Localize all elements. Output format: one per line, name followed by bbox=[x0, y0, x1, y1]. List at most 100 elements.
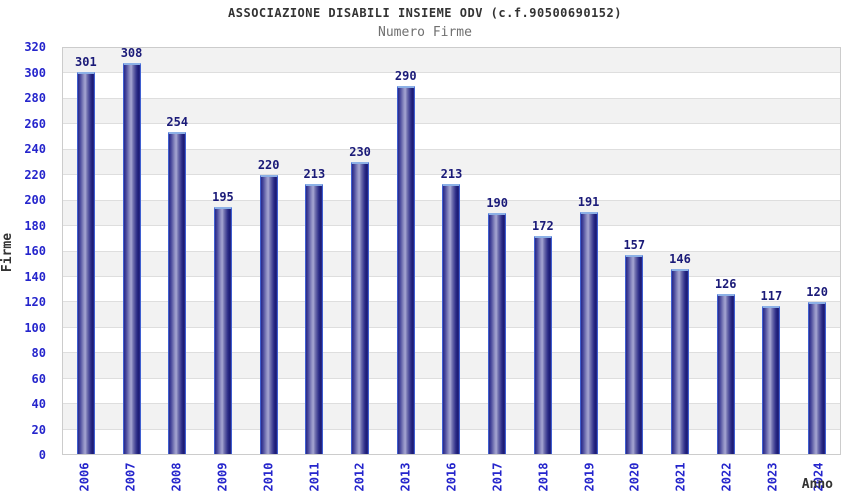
plot-band bbox=[63, 97, 840, 124]
bar-value-label: 308 bbox=[120, 46, 143, 61]
x-tick-label: 2023 bbox=[765, 462, 780, 492]
bar-2010 bbox=[259, 174, 278, 454]
bar-slot: 308 bbox=[109, 46, 155, 454]
bar-slot: 190 bbox=[474, 48, 520, 454]
x-tick-slot: 2008 bbox=[154, 457, 200, 497]
bar-slot: 290 bbox=[383, 48, 429, 454]
bar-2021 bbox=[670, 268, 689, 454]
bar-value-label: 157 bbox=[623, 237, 646, 252]
x-tick-label: 2006 bbox=[77, 462, 92, 492]
x-tick-slot: 2018 bbox=[520, 457, 566, 497]
x-tick-label: 2019 bbox=[582, 462, 597, 492]
x-tick-slot: 2012 bbox=[337, 457, 383, 497]
x-tick-slot: 2019 bbox=[566, 457, 612, 497]
bar-slot: 120 bbox=[794, 48, 840, 454]
chart-title: ASSOCIAZIONE DISABILI INSIEME ODV (c.f.9… bbox=[228, 6, 622, 20]
y-tick-label: 220 bbox=[24, 167, 46, 182]
x-tick-slot: 2020 bbox=[612, 457, 658, 497]
bar-value-label: 117 bbox=[760, 288, 783, 303]
y-tick-label: 20 bbox=[31, 422, 46, 437]
bar-2012 bbox=[351, 162, 370, 454]
y-tick-label: 320 bbox=[24, 40, 46, 54]
x-axis-title: Anno bbox=[801, 477, 833, 492]
y-axis-ticks: 320 300 280 260 240 220 200 180 160 140 120 100 80 60… bbox=[0, 40, 54, 462]
bar-2011 bbox=[305, 183, 324, 454]
x-tick-label: 2017 bbox=[490, 462, 505, 492]
x-tick-slot: 2007 bbox=[108, 457, 154, 497]
bar-slot: 157 bbox=[611, 48, 657, 454]
bar-value-label: 230 bbox=[349, 145, 371, 160]
y-tick-label: 260 bbox=[24, 116, 46, 131]
bar-value-label: 172 bbox=[532, 218, 554, 233]
y-tick-label: 80 bbox=[31, 346, 46, 360]
bar-slot: 301 bbox=[63, 48, 109, 454]
bar-2019 bbox=[579, 211, 598, 454]
x-tick-label: 2020 bbox=[627, 462, 642, 492]
y-tick-label: 200 bbox=[24, 193, 46, 207]
bar-value-label: 126 bbox=[714, 277, 737, 292]
bar-value-label: 190 bbox=[486, 195, 509, 210]
bar-value-label: 290 bbox=[394, 69, 417, 84]
bar-slot: 126 bbox=[703, 48, 749, 454]
bar-value-label: 120 bbox=[806, 284, 828, 299]
plot-band bbox=[63, 148, 840, 175]
bar-2023 bbox=[762, 305, 781, 454]
bar-slot: 117 bbox=[749, 48, 795, 454]
x-tick-label: 2008 bbox=[169, 462, 184, 492]
bar-2022 bbox=[716, 294, 735, 454]
y-tick-label: 160 bbox=[24, 244, 46, 258]
y-tick-label: 300 bbox=[24, 65, 46, 80]
bar-2024 bbox=[808, 301, 827, 454]
x-tick-slot: 2017 bbox=[474, 457, 520, 497]
bar-value-label: 220 bbox=[257, 157, 280, 172]
x-tick-label: 2011 bbox=[307, 462, 322, 492]
y-tick-label: 180 bbox=[24, 218, 46, 233]
bar-value-label: 254 bbox=[166, 114, 189, 129]
bar-slot: 213 bbox=[429, 48, 475, 454]
bar-2020 bbox=[625, 254, 644, 454]
y-tick-label: 100 bbox=[24, 320, 46, 335]
bar-slot: 254 bbox=[154, 48, 200, 454]
bar-2013 bbox=[396, 86, 415, 454]
bar-slot: 191 bbox=[566, 48, 612, 454]
x-tick-label: 2009 bbox=[215, 462, 230, 492]
x-tick-label: 2016 bbox=[444, 462, 459, 492]
x-tick-slot: 2011 bbox=[291, 457, 337, 497]
x-tick-slot: 2022 bbox=[704, 457, 750, 497]
y-tick-label: 280 bbox=[24, 91, 46, 105]
bar-value-label: 146 bbox=[669, 251, 691, 266]
x-tick-slot: 2009 bbox=[199, 457, 245, 497]
bar-value-label: 301 bbox=[75, 55, 97, 70]
bar-slot: 172 bbox=[520, 48, 566, 454]
bar-2018 bbox=[533, 235, 552, 454]
plot-band bbox=[63, 72, 840, 98]
bar-slot: 146 bbox=[657, 48, 703, 454]
x-tick-label: 2012 bbox=[352, 462, 367, 492]
bar-2007 bbox=[122, 63, 141, 454]
bar-2006 bbox=[76, 72, 95, 454]
x-tick-label: 2018 bbox=[536, 462, 551, 492]
bar-value-label: 213 bbox=[440, 166, 463, 181]
y-tick-label: 140 bbox=[24, 269, 46, 284]
y-tick-label: 60 bbox=[31, 371, 46, 386]
bar-slot: 220 bbox=[246, 48, 292, 454]
plot-band bbox=[63, 123, 840, 149]
bar-2008 bbox=[168, 131, 187, 454]
x-tick-slot: 2013 bbox=[383, 457, 429, 497]
x-axis-ticks: 2006 2007 2008 2009 2010 2011 2012 2013 2016 2017… bbox=[62, 457, 841, 497]
x-tick-label: 2013 bbox=[398, 462, 413, 492]
bar-slot: 195 bbox=[200, 48, 246, 454]
bar-2016 bbox=[442, 183, 461, 454]
x-tick-slot: 2016 bbox=[429, 457, 475, 497]
y-tick-label: 240 bbox=[24, 142, 46, 156]
plot-band bbox=[63, 48, 840, 73]
x-tick-label: 2022 bbox=[719, 462, 734, 492]
y-tick-label: 120 bbox=[24, 295, 46, 309]
bar-2017 bbox=[488, 212, 507, 454]
plot-area: 301 308 254 195 220 213 230 290 213 190 172 191 157 1… bbox=[62, 46, 841, 455]
x-tick-label: 2007 bbox=[123, 462, 138, 492]
bar-slot: 230 bbox=[337, 48, 383, 454]
bar-value-label: 213 bbox=[303, 166, 326, 181]
x-tick-slot: 2023 bbox=[749, 457, 795, 497]
